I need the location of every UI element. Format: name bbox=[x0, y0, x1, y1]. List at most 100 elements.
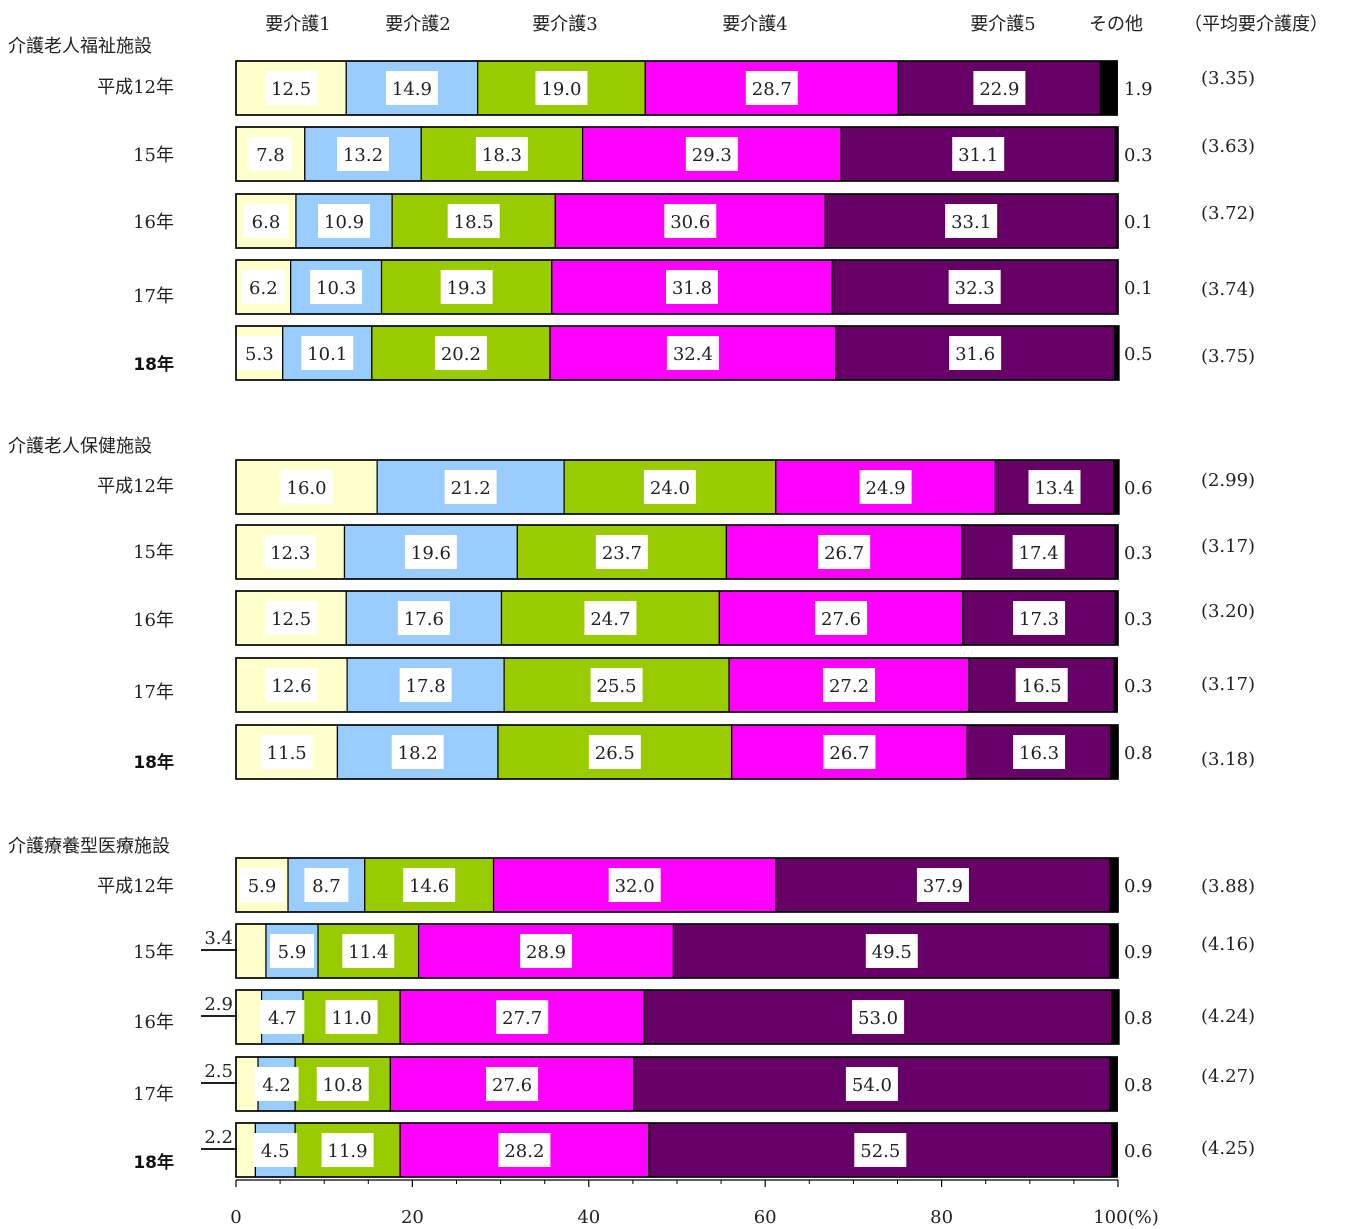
data-label-box-0-3-4 bbox=[948, 270, 1001, 304]
data-label-box-0-2-0 bbox=[243, 204, 288, 238]
average-0-0: (3.35) bbox=[1201, 68, 1255, 89]
bar-segment-2-0-5 bbox=[1109, 857, 1119, 913]
bar-segment-2-1-0 bbox=[235, 923, 267, 979]
data-label-box-1-2-0 bbox=[265, 601, 318, 635]
data-label-box-0-2-3 bbox=[664, 204, 717, 238]
data-label-1-2-1: 17.6 bbox=[404, 609, 444, 630]
bar-segment-2-2-0 bbox=[235, 989, 263, 1045]
data-label-box-2-3-1 bbox=[254, 1067, 299, 1101]
data-label-box-0-1-2 bbox=[475, 137, 528, 171]
data-label-2-4-2: 11.9 bbox=[328, 1141, 368, 1162]
data-label-0-3-3: 31.8 bbox=[672, 278, 712, 299]
data-label-box-2-4-4 bbox=[854, 1133, 907, 1167]
data-label-0-2-3: 30.6 bbox=[670, 212, 710, 233]
data-label-box-1-0-2 bbox=[643, 470, 696, 504]
data-label-box-2-1-2 bbox=[342, 934, 395, 968]
data-label-box-0-2-2 bbox=[447, 204, 500, 238]
data-label-box-1-3-3 bbox=[822, 668, 875, 702]
group-title-1: 介護老人保健施設 bbox=[8, 436, 152, 457]
data-label-1-2-0: 12.5 bbox=[271, 609, 311, 630]
data-label-other-1-4: 0.8 bbox=[1124, 743, 1153, 764]
data-label-2-3-0: 2.5 bbox=[204, 1061, 233, 1082]
data-label-2-4-0: 2.2 bbox=[204, 1127, 233, 1148]
bar-outline-0-2 bbox=[235, 193, 1119, 249]
data-label-0-4-4: 31.6 bbox=[955, 344, 995, 365]
x-tick-label-5: 100(%) bbox=[1093, 1207, 1159, 1228]
bar-segment-2-4-0 bbox=[235, 1122, 257, 1178]
row-label-0-4: 18年 bbox=[133, 354, 174, 375]
data-label-box-2-0-0 bbox=[240, 868, 285, 902]
data-label-2-2-4: 53.0 bbox=[858, 1008, 898, 1029]
bar-outline-2-2 bbox=[235, 989, 1120, 1045]
row-label-1-0: 平成12年 bbox=[97, 476, 174, 497]
data-label-box-1-1-0 bbox=[264, 535, 317, 569]
data-label-1-4-4: 16.3 bbox=[1019, 743, 1059, 764]
data-label-other-0-4: 0.5 bbox=[1124, 344, 1153, 365]
data-label-2-3-3: 27.6 bbox=[492, 1075, 532, 1096]
data-label-box-0-3-3 bbox=[665, 270, 718, 304]
bar-segment-2-1-5 bbox=[1109, 923, 1119, 979]
data-label-box-1-2-3 bbox=[815, 601, 868, 635]
row-label-2-3: 17年 bbox=[133, 1084, 174, 1105]
data-label-0-2-1: 10.9 bbox=[324, 212, 364, 233]
data-label-1-1-1: 19.6 bbox=[411, 543, 451, 564]
average-0-3: (3.74) bbox=[1201, 279, 1255, 300]
average-0-2: (3.72) bbox=[1201, 203, 1255, 224]
data-label-box-2-3-2 bbox=[316, 1067, 369, 1101]
data-label-1-1-2: 23.7 bbox=[602, 543, 642, 564]
data-label-box-1-0-0 bbox=[280, 470, 333, 504]
data-label-box-2-2-4 bbox=[852, 1000, 905, 1034]
row-label-1-4: 18年 bbox=[133, 752, 174, 773]
data-label-other-1-3: 0.3 bbox=[1124, 676, 1153, 697]
average-2-0: (3.88) bbox=[1201, 876, 1255, 897]
data-label-box-1-1-1 bbox=[404, 535, 457, 569]
data-label-1-2-2: 24.7 bbox=[590, 609, 630, 630]
group-title-2: 介護療養型医療施設 bbox=[8, 836, 170, 857]
data-label-0-3-0: 6.2 bbox=[249, 278, 278, 299]
data-label-box-2-1-3 bbox=[520, 934, 573, 968]
data-label-0-0-1: 14.9 bbox=[392, 79, 432, 100]
row-label-2-0: 平成12年 bbox=[97, 876, 174, 897]
average-header: （平均要介護度） bbox=[1184, 14, 1328, 35]
data-label-box-0-0-4 bbox=[973, 71, 1026, 105]
legend-label-4: 要介護5 bbox=[970, 14, 1035, 35]
data-label-2-1-4: 49.5 bbox=[872, 942, 912, 963]
data-label-2-0-3: 32.0 bbox=[615, 876, 655, 897]
row-label-0-2: 16年 bbox=[133, 212, 174, 233]
data-label-other-2-3: 0.8 bbox=[1124, 1075, 1153, 1096]
row-label-0-0: 平成12年 bbox=[97, 77, 174, 98]
data-label-2-1-2: 11.4 bbox=[348, 942, 388, 963]
average-2-3: (4.27) bbox=[1201, 1066, 1255, 1087]
bar-segment-2-3-5 bbox=[1109, 1056, 1118, 1112]
bar-segment-0-0-5 bbox=[1099, 60, 1118, 116]
data-label-1-3-0: 12.6 bbox=[272, 676, 312, 697]
data-label-box-2-3-3 bbox=[486, 1067, 539, 1101]
data-label-1-3-3: 27.2 bbox=[829, 676, 869, 697]
bar-outline-2-0 bbox=[235, 857, 1119, 913]
data-label-1-0-4: 13.4 bbox=[1034, 478, 1074, 499]
x-tick-label-4: 80 bbox=[930, 1207, 953, 1228]
data-label-1-4-3: 26.7 bbox=[829, 743, 869, 764]
data-label-box-2-4-1 bbox=[253, 1133, 298, 1167]
average-1-3: (3.17) bbox=[1201, 674, 1255, 695]
bar-outline-2-1 bbox=[235, 923, 1119, 979]
data-label-box-1-1-2 bbox=[595, 535, 648, 569]
x-tick-label-1: 20 bbox=[401, 1207, 424, 1228]
bar-outline-1-3 bbox=[235, 657, 1118, 713]
data-label-box-2-2-3 bbox=[496, 1000, 549, 1034]
data-label-0-3-4: 32.3 bbox=[955, 278, 995, 299]
data-label-box-1-0-3 bbox=[859, 470, 912, 504]
data-label-2-3-4: 54.0 bbox=[852, 1075, 892, 1096]
row-label-2-4: 18年 bbox=[133, 1152, 174, 1173]
data-label-box-0-4-2 bbox=[434, 336, 487, 370]
data-label-box-1-3-2 bbox=[590, 668, 643, 702]
data-label-box-1-0-4 bbox=[1028, 470, 1081, 504]
average-2-1: (4.16) bbox=[1201, 934, 1255, 955]
data-label-box-1-4-4 bbox=[1013, 735, 1066, 769]
data-label-box-0-3-0 bbox=[241, 270, 286, 304]
data-label-box-0-1-1 bbox=[337, 137, 390, 171]
x-tick-label-3: 60 bbox=[754, 1207, 777, 1228]
x-tick-label-0: 0 bbox=[230, 1207, 241, 1228]
data-label-other-1-2: 0.3 bbox=[1124, 609, 1153, 630]
row-label-1-3: 17年 bbox=[133, 682, 174, 703]
